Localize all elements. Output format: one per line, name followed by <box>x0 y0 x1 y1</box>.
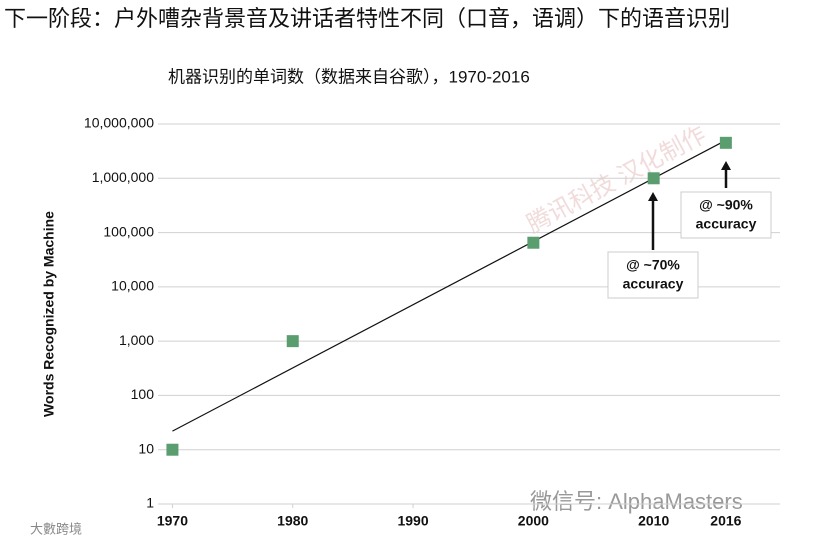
x-tick-label: 2016 <box>710 513 741 529</box>
y-tick-label: 1,000,000 <box>92 169 154 185</box>
y-tick-label: 10 <box>138 440 154 456</box>
annotation: @ ~70% <box>626 257 680 273</box>
headline: 下一阶段：户外嘈杂背景音及讲话者特性不同（口音，语调）下的语音识别 <box>4 6 730 31</box>
arrow-head <box>721 161 731 170</box>
point <box>719 136 732 149</box>
point <box>286 335 299 348</box>
annotation-box <box>607 251 699 299</box>
annotation: accuracy <box>623 276 684 292</box>
annotation: accuracy <box>696 216 757 232</box>
x-tick-label: 1970 <box>157 513 188 529</box>
x-tick-label: 2010 <box>638 513 669 529</box>
point <box>647 172 660 185</box>
y-tick-label: 10,000,000 <box>84 115 154 131</box>
point <box>527 236 540 249</box>
x-tick-label: 1980 <box>277 513 308 529</box>
trend-line <box>172 139 727 432</box>
y-tick-label: 100,000 <box>103 223 154 239</box>
y-tick-label: 1 <box>146 495 154 511</box>
y-axis-label: Words Recognized by Machine <box>41 211 57 417</box>
watermark: 微信号: AlphaMasters <box>530 489 743 514</box>
watermark: 大數跨境 <box>30 521 82 536</box>
annotation-box <box>680 191 772 239</box>
annotation: @ ~90% <box>699 197 753 213</box>
arrow-head <box>648 192 658 201</box>
x-tick-label: 2000 <box>518 513 549 529</box>
point <box>166 443 179 456</box>
y-tick-label: 100 <box>131 386 155 402</box>
x-tick-label: 1990 <box>397 513 428 529</box>
y-tick-label: 10,000 <box>111 278 154 294</box>
y-tick-label: 1,000 <box>119 332 154 348</box>
chart-title: 机器识别的单词数（数据来自谷歌），1970-2016 <box>168 67 530 86</box>
